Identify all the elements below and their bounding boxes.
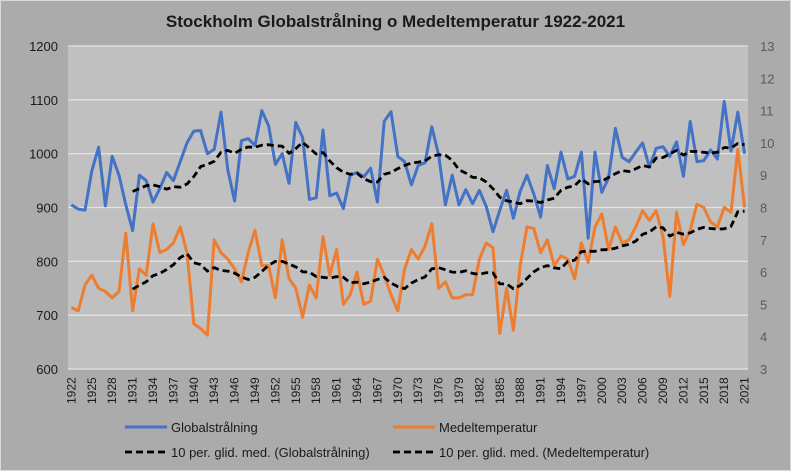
x-tick-label: 1973 bbox=[411, 377, 425, 404]
x-tick-label: 1961 bbox=[330, 377, 344, 404]
x-tick-label: 2021 bbox=[738, 377, 752, 404]
y2-tick-label: 6 bbox=[760, 265, 767, 280]
x-tick-label: 1955 bbox=[289, 377, 303, 404]
y2-tick-label: 8 bbox=[760, 201, 767, 216]
x-axis: 1922 1925 1928 1931 1934 1937 1940 1943 1946 1949… bbox=[64, 377, 751, 404]
y2-tick-label: 10 bbox=[760, 136, 774, 151]
x-tick-label: 1922 bbox=[64, 377, 78, 404]
y-tick-label: 600 bbox=[36, 362, 58, 377]
x-tick-label: 1964 bbox=[350, 377, 364, 404]
y2-tick-label: 7 bbox=[760, 233, 767, 248]
x-tick-label: 1991 bbox=[534, 377, 548, 404]
x-tick-label: 1949 bbox=[248, 377, 262, 404]
x-tick-label: 1997 bbox=[574, 377, 588, 404]
legend-label: 10 per. glid. med. (Globalstrålning) bbox=[171, 445, 370, 460]
y2-tick-label: 3 bbox=[760, 362, 767, 377]
x-tick-label: 1982 bbox=[472, 377, 486, 404]
x-tick-label: 1934 bbox=[146, 377, 160, 404]
x-tick-label: 1958 bbox=[309, 377, 323, 404]
x-tick-label: 1952 bbox=[268, 377, 282, 404]
x-tick-label: 2009 bbox=[656, 377, 670, 404]
x-tick-label: 2006 bbox=[636, 377, 650, 404]
y2-tick-label: 11 bbox=[760, 104, 774, 119]
x-tick-label: 1928 bbox=[105, 377, 119, 404]
x-tick-label: 1988 bbox=[513, 377, 527, 404]
legend: Globalstrålning Medeltemperatur 10 per. gl… bbox=[125, 420, 649, 460]
x-tick-label: 2012 bbox=[676, 377, 690, 404]
x-tick-label: 1970 bbox=[391, 377, 405, 404]
series-line-medeltemperatur bbox=[70, 147, 747, 337]
x-tick-label: 1940 bbox=[187, 377, 201, 404]
x-tick-label: 2000 bbox=[595, 377, 609, 404]
y-tick-label: 900 bbox=[36, 201, 58, 216]
y-tick-label: 700 bbox=[36, 308, 58, 323]
y-axis-right: 3 4 5 6 7 8 9 10 11 12 13 bbox=[760, 39, 774, 377]
x-tick-label: 1925 bbox=[85, 377, 99, 404]
x-tick-label: 1937 bbox=[166, 377, 180, 404]
x-tick-label: 1946 bbox=[228, 377, 242, 404]
x-tick-label: 1943 bbox=[207, 377, 221, 404]
y-tick-label: 1000 bbox=[29, 147, 58, 162]
y-tick-label: 1100 bbox=[30, 93, 58, 108]
legend-label: 10 per. glid. med. (Medeltemperatur) bbox=[439, 445, 649, 460]
y2-tick-label: 13 bbox=[760, 39, 774, 54]
series-group bbox=[70, 99, 747, 337]
x-tick-label: 1976 bbox=[432, 377, 446, 404]
x-tick-label: 1994 bbox=[554, 377, 568, 404]
series-line-globalstrålning bbox=[70, 99, 747, 240]
chart-title: Stockholm Globalstrålning o Medeltempera… bbox=[165, 12, 626, 31]
y2-tick-label: 9 bbox=[760, 168, 767, 183]
y2-tick-label: 5 bbox=[760, 297, 767, 312]
y2-tick-label: 12 bbox=[760, 71, 774, 86]
x-tick-label: 1985 bbox=[493, 377, 507, 404]
y2-tick-label: 4 bbox=[760, 330, 767, 345]
y-tick-label: 1200 bbox=[29, 39, 58, 54]
x-tick-label: 1967 bbox=[370, 377, 384, 404]
y-axis-left: 600 700 800 900 1000 1100 1200 bbox=[29, 39, 58, 377]
x-tick-label: 2018 bbox=[717, 377, 731, 404]
x-tick-label: 2015 bbox=[697, 377, 711, 404]
x-tick-label: 1979 bbox=[452, 377, 466, 404]
x-tick-label: 1931 bbox=[126, 377, 140, 404]
series-line-10-per-glid-med-globalstrålning bbox=[132, 140, 745, 206]
legend-label: Medeltemperatur bbox=[439, 420, 538, 435]
y-tick-label: 800 bbox=[36, 254, 58, 269]
x-tick-label: 2003 bbox=[615, 377, 629, 404]
legend-label: Globalstrålning bbox=[171, 420, 258, 435]
series-line-10-per-glid-med-medeltemperatur bbox=[131, 209, 745, 291]
